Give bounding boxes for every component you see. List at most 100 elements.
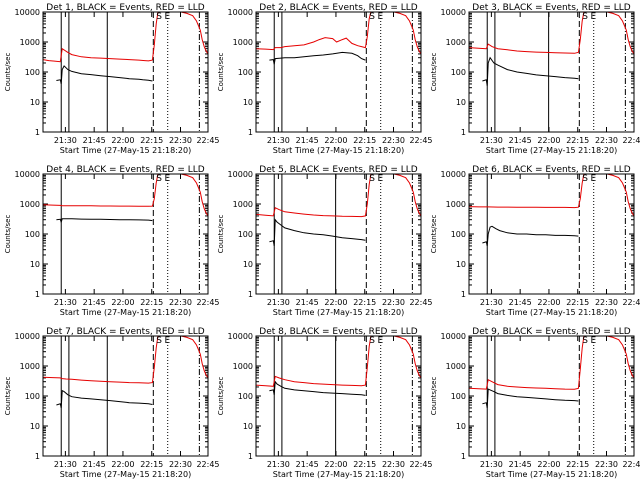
y-tick-label: 10000 [441,332,466,341]
marker-label-e: E [590,336,596,346]
marker-label-e: E [377,336,383,346]
x-tick-label: 22:00 [537,460,560,469]
series-line-lld [256,174,421,218]
series-line-events [56,389,153,409]
x-tick-label: 21:30 [267,136,290,145]
panel-1: Det 1, BLACK = Events, RED = LLD Counts/s… [4,3,220,155]
plot-frame [468,335,635,457]
x-tick-label: 22:15 [566,298,589,307]
series-line-lld [469,336,634,390]
marker-label-e: E [164,174,170,184]
y-tick-label: 10000 [228,170,253,179]
marker-label-e: E [377,174,383,184]
y-tick-label: 100 [238,68,253,77]
y-tick-label: 1 [248,290,253,299]
x-tick-label: 21:45 [83,460,106,469]
x-tick-label: 21:30 [480,460,503,469]
x-axis-label: Start Time (27-May-15 21:18:20) [486,146,617,155]
x-tick-label: 22:45 [196,136,219,145]
y-tick-label: 100 [25,68,40,77]
y-tick-label: 1 [35,290,40,299]
x-axis-label: Start Time (27-May-15 21:18:20) [60,146,191,155]
plot-frame [468,173,635,295]
y-tick-label: 10 [243,422,253,431]
x-tick-label: 22:45 [622,460,640,469]
x-tick-label: 22:00 [537,136,560,145]
y-tick-label: 100 [451,230,466,239]
y-tick-label: 1 [461,290,466,299]
panel-2: Det 2, BLACK = Events, RED = LLD Counts/s… [217,3,433,155]
x-tick-label: 22:15 [353,298,376,307]
y-tick-label: 10000 [228,332,253,341]
x-tick-label: 22:15 [566,460,589,469]
panel-5: Det 5, BLACK = Events, RED = LLD Counts/s… [217,165,433,317]
x-tick-label: 22:15 [353,136,376,145]
x-tick-label: 22:30 [382,136,405,145]
y-axis-label: Counts/sec [430,215,438,254]
marker-label-s: S [156,174,162,184]
x-axis-label: Start Time (27-May-15 21:18:20) [486,470,617,479]
x-tick-label: 21:30 [54,136,77,145]
x-tick-label: 22:30 [382,298,405,307]
x-tick-label: 22:00 [537,298,560,307]
x-tick-label: 22:00 [111,298,134,307]
x-tick-label: 22:30 [169,298,192,307]
y-tick-label: 1 [248,128,253,137]
y-tick-label: 10 [456,98,466,107]
x-tick-label: 22:15 [140,136,163,145]
x-axis-label: Start Time (27-May-15 21:18:20) [273,146,404,155]
y-tick-label: 10000 [15,170,40,179]
panel-title: Det 3, BLACK = Events, RED = LLD [472,3,631,13]
x-tick-label: 21:45 [83,298,106,307]
y-tick-label: 1 [248,452,253,461]
x-tick-label: 22:30 [595,460,618,469]
y-tick-label: 1 [461,452,466,461]
panel-title: Det 9, BLACK = Events, RED = LLD [472,327,631,337]
marker-label-e: E [164,12,170,22]
y-axis-label: Counts/sec [4,53,12,92]
x-tick-label: 21:30 [54,298,77,307]
y-tick-label: 10000 [15,8,40,17]
x-tick-label: 22:45 [196,298,219,307]
x-tick-label: 22:45 [622,136,640,145]
marker-label-e: E [590,12,596,22]
x-tick-label: 22:00 [111,460,134,469]
plot-frame [42,11,209,133]
plot-frame [255,335,422,457]
x-tick-label: 22:45 [409,460,432,469]
x-tick-label: 22:15 [353,460,376,469]
y-tick-label: 1 [35,452,40,461]
y-tick-label: 1 [461,128,466,137]
plot-frame [42,173,209,295]
x-tick-label: 21:45 [509,136,532,145]
y-tick-label: 100 [25,230,40,239]
panel-title: Det 5, BLACK = Events, RED = LLD [259,165,418,175]
x-tick-label: 22:45 [622,298,640,307]
panel-6: Det 6, BLACK = Events, RED = LLD Counts/s… [430,165,640,317]
y-tick-label: 10000 [15,332,40,341]
y-axis-label: Counts/sec [430,377,438,416]
y-tick-label: 1000 [446,38,466,47]
marker-label-e: E [164,336,170,346]
y-axis-label: Counts/sec [217,215,225,254]
series-line-lld [469,12,634,55]
marker-label-s: S [582,12,588,22]
series-line-events [269,218,366,246]
y-axis-label: Counts/sec [4,215,12,254]
series-line-lld [43,336,208,384]
y-tick-label: 1000 [446,200,466,209]
y-tick-label: 1 [35,128,40,137]
x-tick-label: 22:45 [409,298,432,307]
y-tick-label: 1000 [20,200,40,209]
panel-4: Det 4, BLACK = Events, RED = LLD Counts/s… [4,165,220,317]
x-tick-label: 22:00 [324,136,347,145]
marker-label-s: S [156,336,162,346]
x-tick-label: 21:45 [509,298,532,307]
panel-8: Det 8, BLACK = Events, RED = LLD Counts/s… [217,327,433,479]
y-tick-label: 1000 [20,362,40,371]
y-tick-label: 10 [243,260,253,269]
panel-3: Det 3, BLACK = Events, RED = LLD Counts/s… [430,3,640,155]
x-tick-label: 22:15 [566,136,589,145]
panel-title: Det 7, BLACK = Events, RED = LLD [46,327,205,337]
